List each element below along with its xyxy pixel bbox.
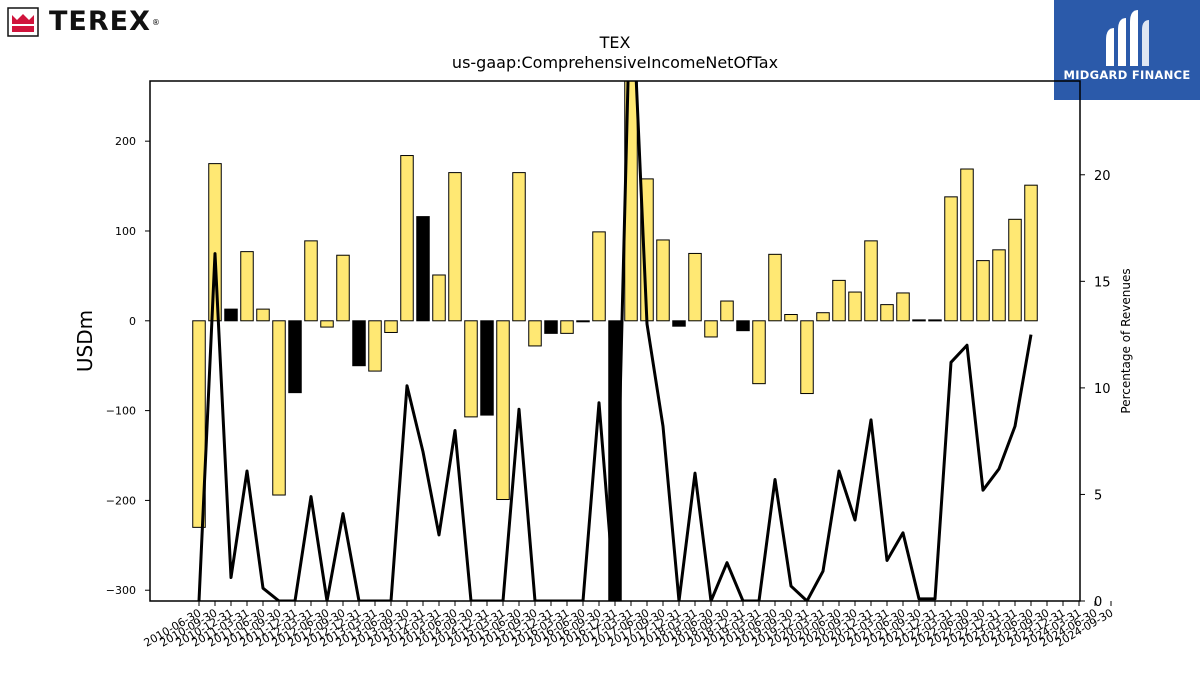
bar	[352, 320, 366, 367]
registered-mark: ®	[151, 17, 160, 27]
series-line	[197, 81, 1033, 601]
y-tick-label: −100	[106, 405, 136, 418]
bar	[368, 320, 382, 372]
terex-crown-icon	[7, 7, 39, 37]
bar	[544, 320, 558, 334]
bar	[272, 320, 286, 496]
bar	[256, 308, 270, 322]
y2-tick-label: 5	[1094, 488, 1102, 503]
y2-tick-label: 20	[1094, 169, 1111, 184]
bar	[240, 251, 254, 322]
line-group	[197, 81, 1033, 601]
y-tick-label: 200	[115, 135, 136, 148]
bar	[928, 319, 942, 322]
bar	[848, 291, 862, 322]
bar	[768, 253, 782, 322]
bar	[192, 320, 206, 528]
chart-title: TEX	[599, 33, 631, 52]
bar	[592, 231, 606, 322]
bar	[704, 320, 718, 338]
bar	[784, 314, 798, 322]
bar	[688, 252, 702, 322]
x-axis: 2010-06-302010-09-302010-12-312011-03-31…	[142, 601, 1116, 650]
bar	[752, 320, 766, 385]
y-tick-label: 100	[115, 225, 136, 238]
bar	[432, 274, 446, 322]
terex-wordmark: TEREX	[49, 6, 151, 37]
bar	[960, 168, 974, 322]
y-tick-label: −300	[106, 584, 136, 597]
bar	[672, 320, 686, 327]
midgard-wordmark: MIDGARD FINANCE	[1063, 68, 1191, 82]
bar	[944, 196, 958, 322]
bar	[1024, 184, 1038, 322]
y-tick-label: −200	[106, 494, 136, 507]
bar	[320, 320, 334, 328]
bar	[464, 320, 478, 418]
bar	[496, 320, 510, 501]
bar	[912, 319, 926, 322]
bar	[416, 216, 430, 322]
y-axis-label: USDm	[73, 310, 97, 372]
bar	[304, 240, 318, 322]
bar	[1008, 218, 1022, 322]
y-axis-right: 0 5 10 15 20	[1080, 169, 1111, 610]
terex-logo: TEREX ®	[7, 6, 160, 38]
bar	[800, 320, 814, 395]
bar	[208, 163, 222, 322]
bar	[560, 320, 574, 334]
bar	[656, 239, 670, 322]
y2-tick-label: 0	[1094, 595, 1102, 610]
bar	[400, 155, 414, 322]
bar	[384, 320, 398, 333]
y-axis-left: −300 −200 −100 0 100 200	[106, 135, 150, 597]
chart-subtitle: us-gaap:ComprehensiveIncomeNetOfTax	[452, 53, 778, 72]
bar	[448, 172, 462, 322]
y2-tick-label: 15	[1094, 275, 1111, 290]
bars-group	[192, 81, 1038, 601]
y-tick-label: 0	[129, 315, 136, 328]
bar	[992, 249, 1006, 322]
bar	[720, 300, 734, 322]
bar	[880, 304, 894, 322]
bar	[864, 240, 878, 322]
y2-axis-label: Percentage of Revenues	[1119, 268, 1133, 413]
bar	[832, 279, 846, 322]
bar	[896, 292, 910, 322]
bar	[736, 320, 750, 332]
bar	[512, 172, 526, 322]
midgard-finance-logo: MIDGARD FINANCE	[1054, 0, 1200, 100]
y2-tick-label: 10	[1094, 382, 1111, 397]
bar	[528, 320, 542, 347]
bar	[976, 260, 990, 322]
bar	[576, 320, 590, 323]
bar	[480, 320, 494, 416]
bar	[336, 254, 350, 322]
bar	[224, 308, 238, 322]
bar	[816, 312, 830, 322]
midgard-emblem-icon	[1106, 10, 1149, 66]
bar	[288, 320, 302, 394]
